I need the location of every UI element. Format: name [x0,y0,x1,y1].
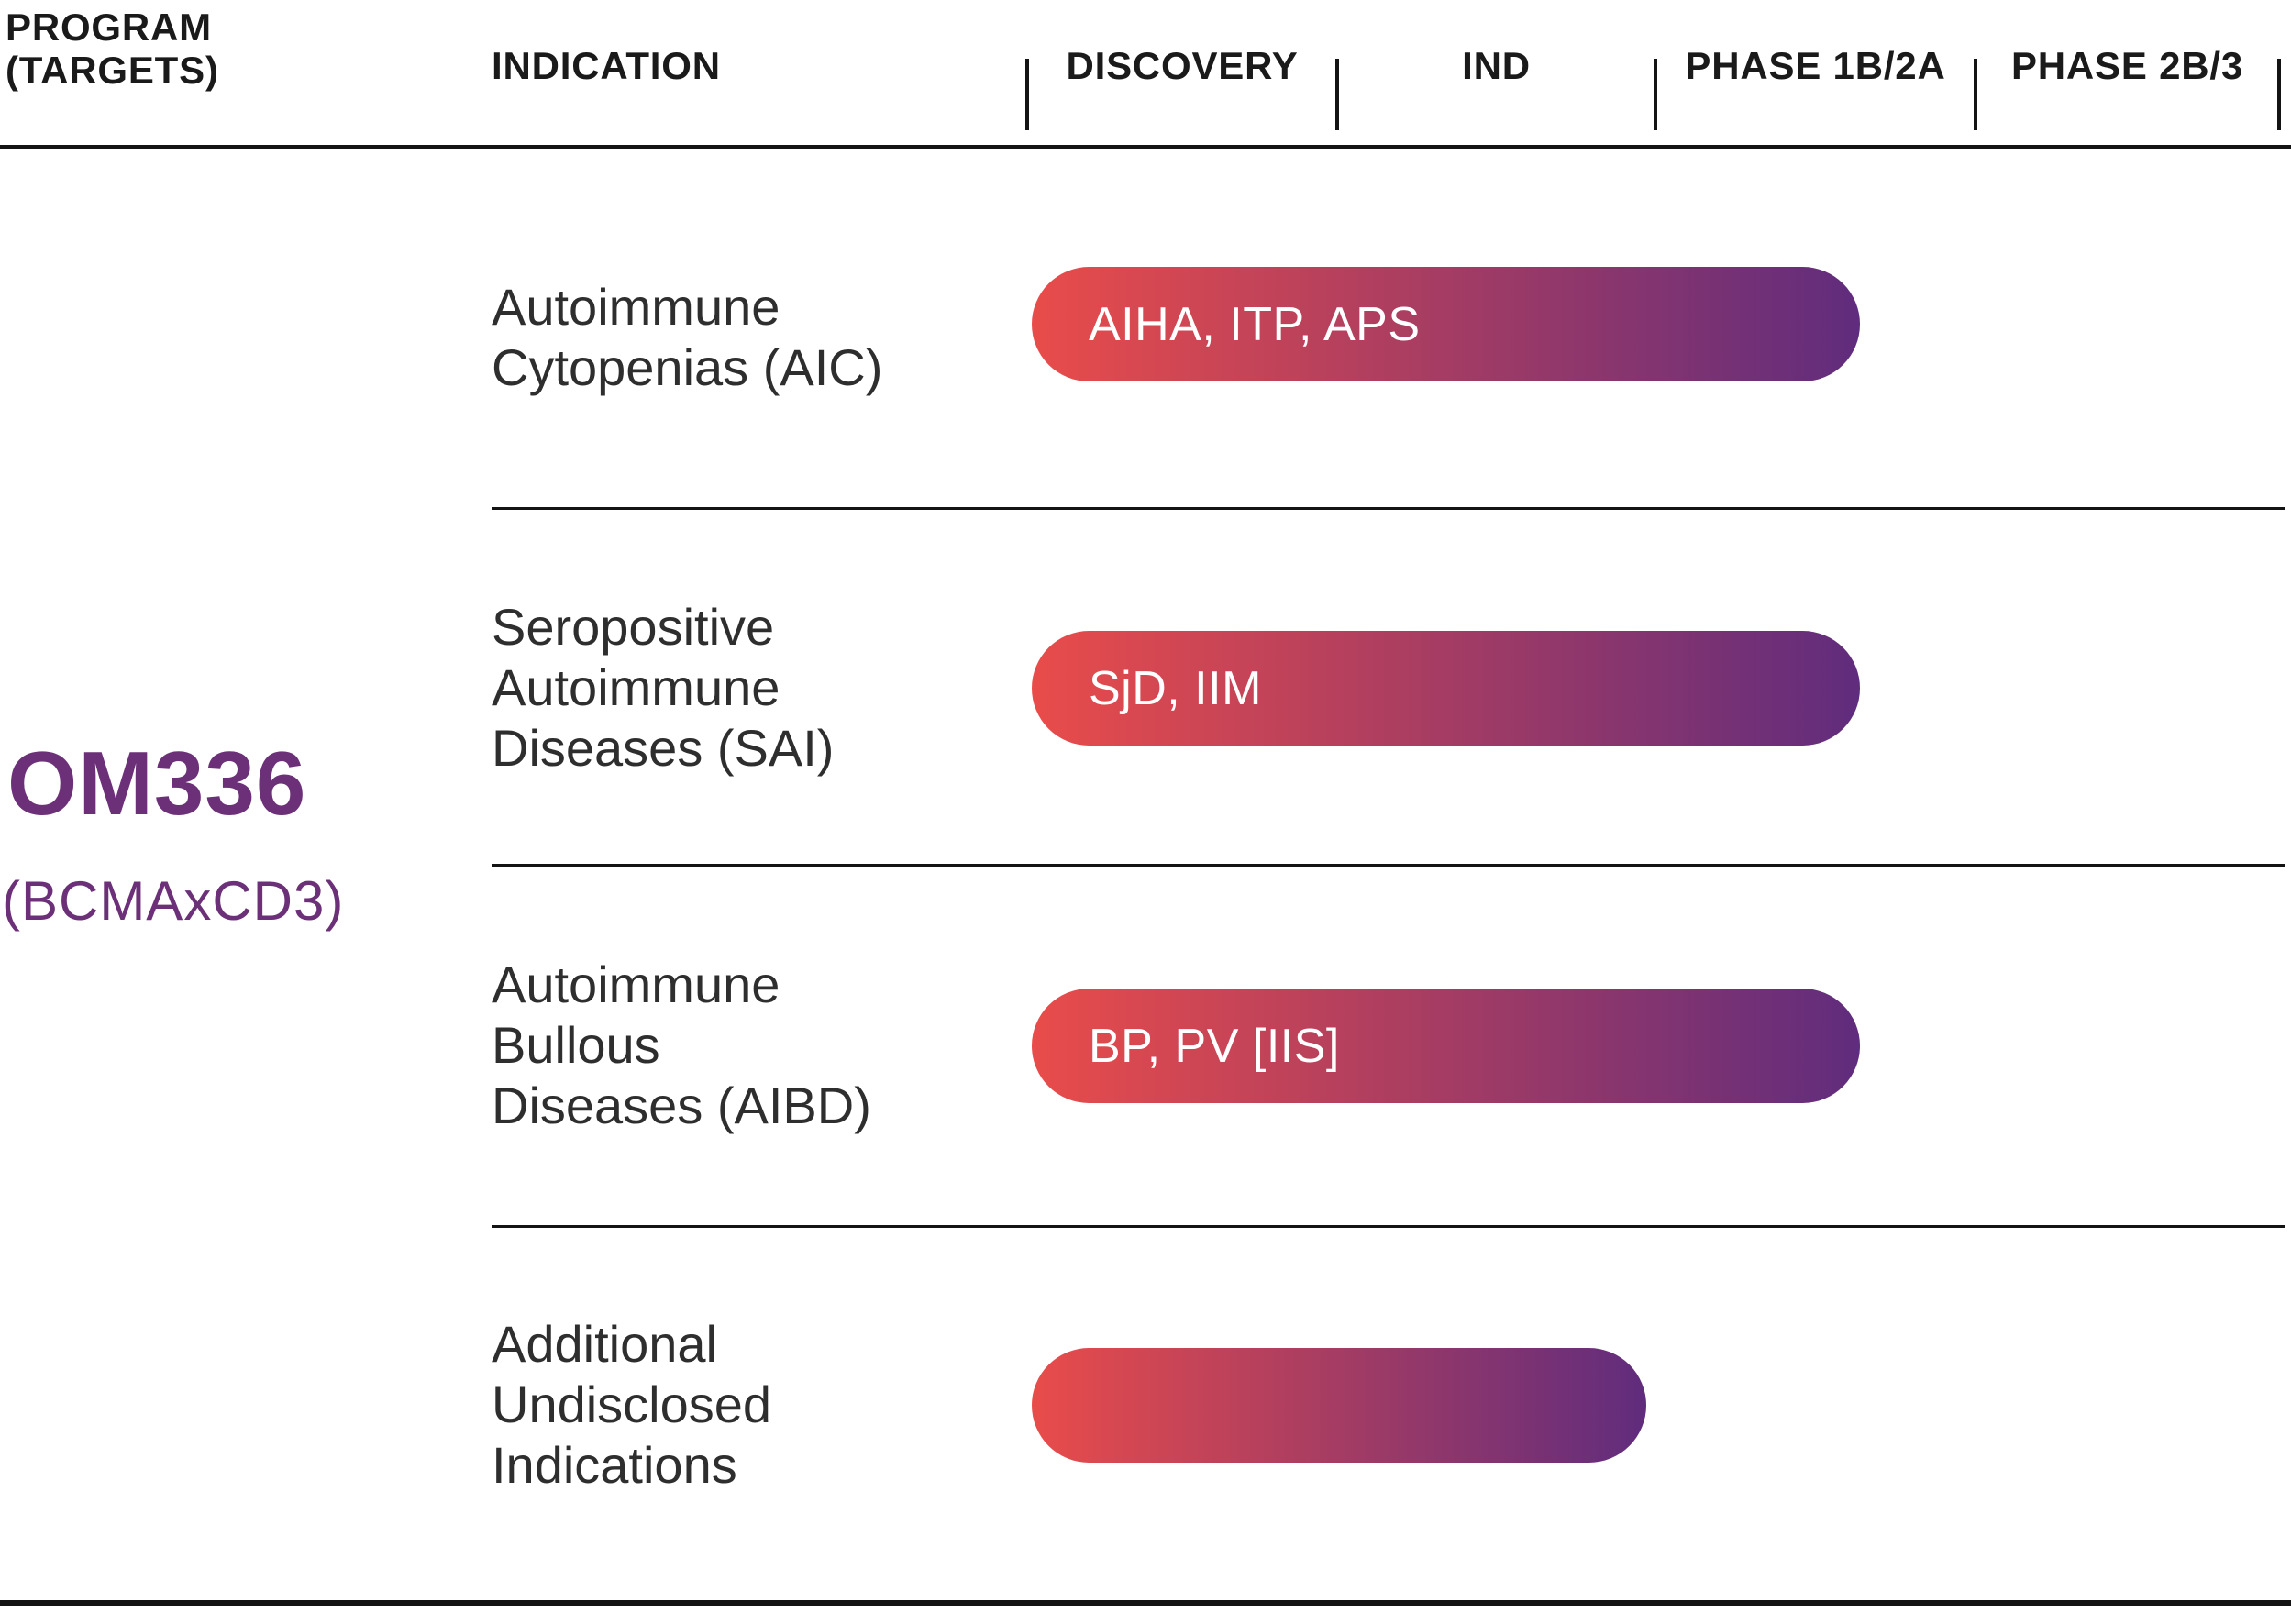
column-separator [1974,59,1977,130]
indication-header: INDICATION [492,44,721,87]
phase-header-ind: IND [1462,44,1531,87]
row-divider [492,507,2285,510]
indication-line: Additional [492,1315,717,1373]
program-name: OM336 [7,733,307,834]
indication-line: Autoimmune [492,956,780,1013]
pipeline-bar: SjD, IIM [1032,631,1860,746]
pipeline-bar-label: AIHA, ITP, APS [1089,297,1421,351]
row-divider [492,1225,2285,1228]
program-header-line2: (TARGETS) [6,49,219,92]
indication-line: Undisclosed [492,1375,772,1433]
indication-label: Additional Undisclosed Indications [492,1314,1024,1496]
program-header-line1: PROGRAM [6,6,212,49]
indication-line: Diseases (SAI) [492,719,835,777]
indication-line: Indications [492,1436,737,1494]
row-divider [492,864,2285,867]
pipeline-bar: BP, PV [IIS] [1032,989,1860,1103]
phase-header-phase-1b-2a: PHASE 1B/2A [1685,44,1946,87]
indication-line: Autoimmune [492,658,780,716]
column-separator [1025,59,1029,130]
indication-label: Autoimmune Cytopenias (AIC) [492,277,1024,398]
pipeline-bar [1032,1348,1646,1463]
program-targets-header: PROGRAM (TARGETS) [6,6,219,92]
indication-line: Autoimmune [492,278,780,336]
indication-line: Diseases (AIBD) [492,1077,871,1134]
indication-line: Seropositive [492,598,775,656]
header-rule [0,145,2291,149]
column-separator [1654,59,1657,130]
pipeline-bar-label: SjD, IIM [1089,661,1262,715]
program-targets: (BCMAxCD3) [2,870,345,932]
indication-line: Bullous [492,1016,660,1074]
column-separator [2277,59,2281,130]
phase-header-discovery: DISCOVERY [1066,44,1299,87]
indication-line: Cytopenias (AIC) [492,338,883,396]
pipeline-bar: AIHA, ITP, APS [1032,267,1860,381]
indication-label: Autoimmune Bullous Diseases (AIBD) [492,955,1024,1136]
phase-header-phase-2b-3: PHASE 2B/3 [2010,44,2244,87]
column-separator [1335,59,1339,130]
bottom-rule [0,1600,2291,1606]
pipeline-bar-label: BP, PV [IIS] [1089,1019,1340,1073]
indication-label: Seropositive Autoimmune Diseases (SAI) [492,597,1024,779]
